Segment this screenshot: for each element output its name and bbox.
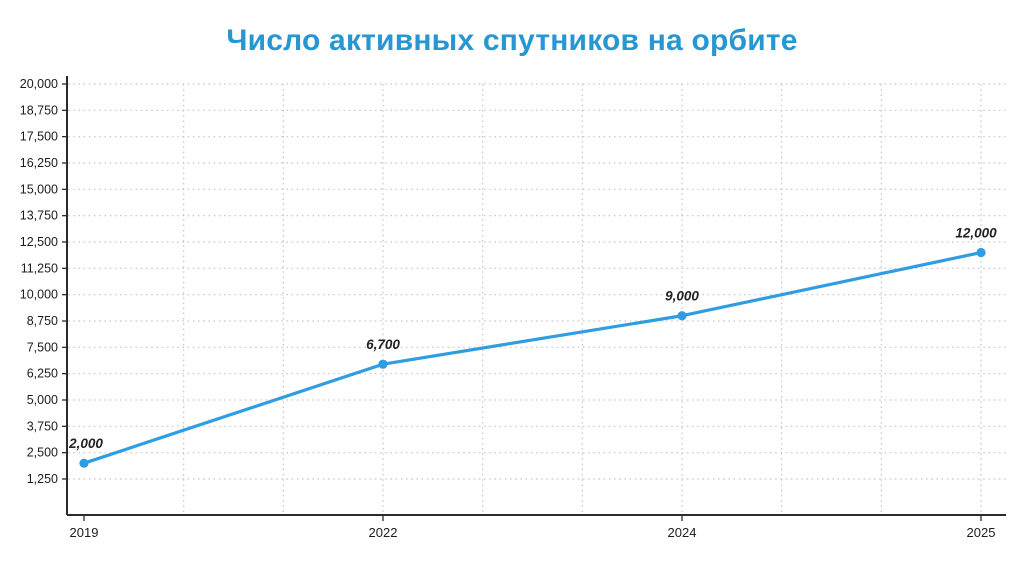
y-axis-labels: 1,250 2,500 3,750 5,000 6,250 7,500 8,750 10,00… <box>20 77 58 486</box>
svg-text:5,000: 5,000 <box>27 393 58 407</box>
series-line <box>82 250 983 465</box>
point-labels: 2,000 6,700 9,000 12,000 <box>68 226 997 452</box>
svg-text:2019: 2019 <box>70 525 99 540</box>
svg-text:11,250: 11,250 <box>21 261 58 275</box>
svg-text:6,250: 6,250 <box>27 367 58 381</box>
svg-text:2022: 2022 <box>369 525 398 540</box>
svg-text:3,750: 3,750 <box>27 419 58 433</box>
svg-text:7,500: 7,500 <box>27 340 58 354</box>
data-points <box>79 247 986 468</box>
point-label: 2,000 <box>68 436 103 451</box>
svg-text:15,000: 15,000 <box>20 182 58 196</box>
data-point <box>79 458 89 468</box>
svg-text:8,750: 8,750 <box>27 314 58 328</box>
svg-text:12,500: 12,500 <box>20 235 58 249</box>
svg-text:20,000: 20,000 <box>20 77 58 91</box>
svg-text:2025: 2025 <box>967 525 996 540</box>
data-point <box>378 359 388 369</box>
point-label: 6,700 <box>366 337 400 352</box>
svg-text:2,500: 2,500 <box>27 446 58 460</box>
svg-text:13,750: 13,750 <box>20 209 58 223</box>
point-label: 12,000 <box>955 226 997 241</box>
chart-title: Число активных спутников на орбите <box>226 24 798 57</box>
gridlines <box>68 83 1006 514</box>
svg-text:10,000: 10,000 <box>20 288 58 302</box>
data-point <box>976 247 986 258</box>
x-axis-labels: 2019 2022 2024 2025 <box>70 525 996 540</box>
svg-text:16,250: 16,250 <box>20 156 58 170</box>
svg-text:18,750: 18,750 <box>20 103 58 117</box>
svg-text:17,500: 17,500 <box>20 130 58 144</box>
svg-text:2024: 2024 <box>668 525 697 540</box>
axes <box>62 76 1006 521</box>
data-point <box>677 311 687 321</box>
point-label: 9,000 <box>665 289 699 304</box>
svg-text:1,250: 1,250 <box>27 472 58 486</box>
